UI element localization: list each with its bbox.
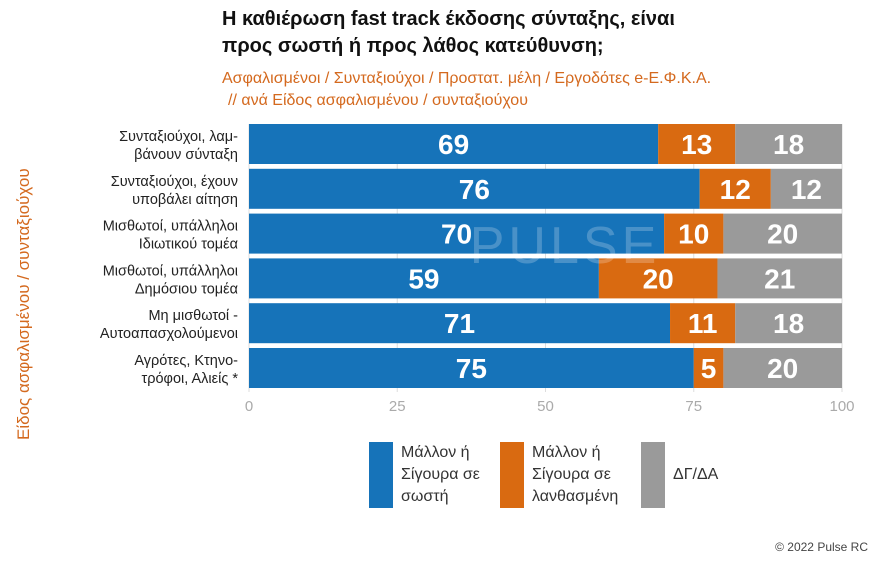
category-label-2-0: Μισθωτοί, υπάλληλοι [103, 219, 238, 235]
data-label-3-1: 20 [643, 263, 674, 294]
data-label-5-1: 5 [701, 353, 717, 384]
data-label-0-0: 69 [438, 129, 469, 160]
data-label-3-2: 21 [764, 263, 795, 294]
legend-label-1: Μάλλον ή Σίγουρα σε λανθασμένη [532, 444, 619, 505]
category-label-4-0: Μη μισθωτοί - [148, 308, 238, 324]
bar-3-1 [598, 258, 718, 299]
category-label-2-1: Ιδιωτικού τομέα [139, 237, 238, 253]
bar-2-1 [664, 213, 724, 254]
legend-swatch-1 [500, 442, 524, 508]
bar-0-2 [735, 124, 842, 164]
x-tick-label-0: 0 [245, 398, 253, 415]
category-label-0-0: Συνταξιούχοι, λαμ- [119, 129, 238, 145]
watermark: PULSE [470, 217, 661, 275]
data-label-1-1: 12 [720, 174, 751, 205]
data-label-1-2: 12 [791, 174, 822, 205]
data-label-2-2: 20 [767, 219, 798, 250]
bar-0-0 [249, 124, 659, 164]
bar-3-0 [249, 258, 599, 299]
category-label-5-0: Αγρότες, Κτηνο- [134, 353, 238, 369]
bar-0-1 [658, 124, 736, 164]
data-label-2-1: 10 [678, 219, 709, 250]
x-tick-label-2: 50 [537, 398, 554, 415]
data-label-0-1: 13 [681, 129, 712, 160]
data-label-4-2: 18 [773, 308, 804, 339]
data-label-0-2: 18 [773, 129, 804, 160]
chart-subtitle: Ασφαλισμένοι / Συνταξιούχοι / Προστατ. μ… [222, 68, 862, 112]
legend-label-0: Μάλλον ή Σίγουρα σε σωστή [401, 444, 480, 505]
category-label-1-1: υποβάλει αίτηση [132, 192, 238, 208]
x-tick-label-4: 100 [829, 398, 854, 415]
category-label-3-1: Δημόσιου τομέα [135, 281, 238, 297]
chart-title: Η καθιέρωση fast track έκδοσης σύνταξης,… [222, 6, 862, 60]
category-label-5-1: τρόφοι, Αλιείς * [142, 371, 239, 387]
category-label-0-1: βάνουν σύνταξη [134, 147, 238, 163]
data-label-5-0: 75 [456, 353, 487, 384]
x-tick-label-1: 25 [389, 398, 406, 415]
bar-2-0 [249, 213, 665, 254]
title-line-2: προς σωστή ή προς λάθος κατεύθυνση; [222, 35, 604, 57]
data-label-2-0: 70 [441, 219, 472, 250]
bar-4-0 [249, 303, 671, 344]
category-label-4-1: Αυτοαπασχολούμενοι [100, 326, 238, 342]
data-label-5-2: 20 [767, 353, 798, 384]
data-label-4-0: 71 [444, 308, 475, 339]
copyright: © 2022 Pulse RC [775, 540, 868, 554]
bar-3-2 [717, 258, 842, 299]
subtitle-line-1: Ασφαλισμένοι / Συνταξιούχοι / Προστατ. μ… [222, 70, 712, 87]
data-label-3-0: 59 [408, 263, 439, 294]
data-label-4-1: 11 [688, 308, 718, 339]
legend-swatch-2 [641, 442, 665, 508]
x-tick-label-3: 75 [685, 398, 702, 415]
title-line-1: Η καθιέρωση fast track έκδοσης σύνταξης,… [222, 8, 675, 30]
bar-1-2 [770, 168, 842, 209]
bar-1-1 [699, 168, 771, 209]
bar-4-2 [735, 303, 842, 344]
bar-1-0 [249, 168, 700, 209]
bar-4-1 [670, 303, 736, 344]
legend-label-2: ΔΓ/ΔΑ [673, 466, 719, 483]
subtitle-line-2: // ανά Είδος ασφαλισμένου / συνταξιούχου [228, 92, 528, 109]
category-label-3-0: Μισθωτοί, υπάλληλοι [103, 263, 238, 279]
data-label-1-0: 76 [459, 174, 490, 205]
bar-2-2 [723, 213, 842, 254]
bar-5-0 [249, 348, 694, 388]
legend-swatch-0 [369, 442, 393, 508]
bar-5-2 [723, 348, 842, 388]
category-label-1-0: Συνταξιούχοι, έχουν [111, 174, 238, 190]
bar-5-1 [693, 348, 724, 388]
